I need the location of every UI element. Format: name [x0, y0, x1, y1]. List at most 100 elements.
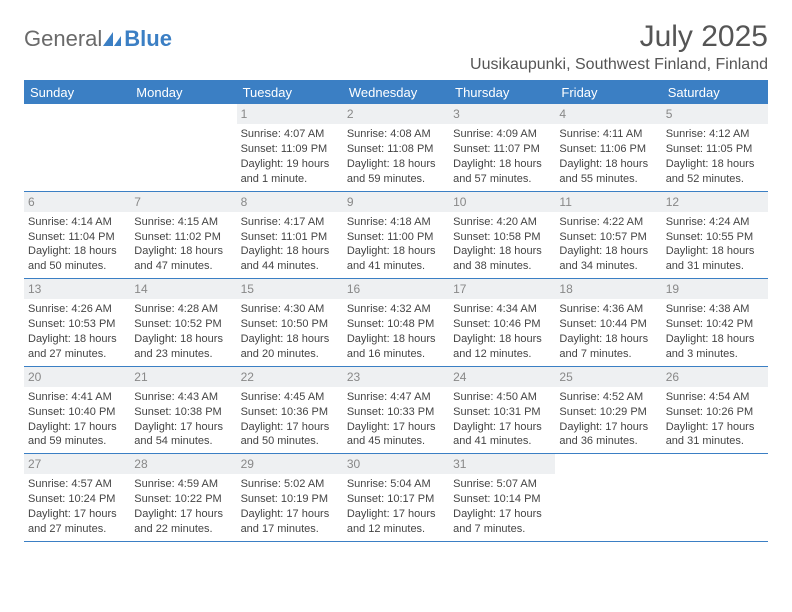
sunrise-text: Sunrise: 4:57 AM — [28, 477, 126, 492]
brand-blue: Blue — [124, 26, 172, 52]
sunrise-text: Sunrise: 4:17 AM — [241, 215, 339, 230]
sunrise-text: Sunrise: 4:54 AM — [666, 390, 764, 405]
sunrise-text: Sunrise: 4:59 AM — [134, 477, 232, 492]
day-body: Sunrise: 4:36 AMSunset: 10:44 PMDaylight… — [559, 302, 657, 361]
sunset-text: Sunset: 10:44 PM — [559, 317, 657, 332]
day-cell: 5 Sunrise: 4:12 AMSunset: 11:05 PMDayligh… — [662, 104, 768, 191]
week-row: 1 Sunrise: 4:07 AMSunset: 11:09 PMDayligh… — [24, 104, 768, 192]
daylight-text: Daylight: 17 hours — [347, 420, 445, 435]
day-cell: 25 Sunrise: 4:52 AMSunset: 10:29 PMDaylig… — [555, 367, 661, 454]
sunrise-text: Sunrise: 4:12 AM — [666, 127, 764, 142]
sunrise-text: Sunrise: 4:38 AM — [666, 302, 764, 317]
sunset-text: Sunset: 10:42 PM — [666, 317, 764, 332]
daylight-text: Daylight: 17 hours — [134, 507, 232, 522]
daylight-text: and 41 minutes. — [347, 259, 445, 274]
day-number: 1 — [237, 104, 343, 124]
sunrise-text: Sunrise: 4:22 AM — [559, 215, 657, 230]
day-cell: 21Sunrise: 4:43 AMSunset: 10:38 PMDaylig… — [130, 367, 236, 454]
day-cell: 7Sunrise: 4:15 AMSunset: 11:02 PMDayligh… — [130, 192, 236, 279]
day-body: Sunrise: 4:45 AMSunset: 10:36 PMDaylight… — [241, 390, 339, 449]
daylight-text: Daylight: 17 hours — [347, 507, 445, 522]
day-body: Sunrise: 4:41 AMSunset: 10:40 PMDaylight… — [28, 390, 126, 449]
location-subtitle: Uusikaupunki, Southwest Finland, Finland — [470, 56, 768, 74]
daylight-text: Daylight: 18 hours — [241, 244, 339, 259]
day-of-week-cell: Thursday — [449, 81, 555, 104]
sunrise-text: Sunrise: 4:52 AM — [559, 390, 657, 405]
daylight-text: Daylight: 18 hours — [453, 332, 551, 347]
daylight-text: and 34 minutes. — [559, 259, 657, 274]
day-cell: 30 Sunrise: 5:04 AMSunset: 10:17 PMDaylig… — [343, 454, 449, 541]
daylight-text: Daylight: 17 hours — [453, 420, 551, 435]
daylight-text: Daylight: 18 hours — [28, 244, 126, 259]
day-body: Sunrise: 4:18 AMSunset: 11:00 PMDaylight… — [347, 215, 445, 274]
day-number: 31 — [449, 454, 555, 474]
day-cell: 24Sunrise: 4:50 AMSunset: 10:31 PMDaylig… — [449, 367, 555, 454]
day-number: 4 — [555, 104, 661, 124]
day-cell: 19Sunrise: 4:38 AMSunset: 10:42 PMDaylig… — [662, 279, 768, 366]
day-number: 21 — [130, 367, 236, 387]
sunrise-text: Sunrise: 4:50 AM — [453, 390, 551, 405]
sunrise-text: Sunrise: 4:36 AM — [559, 302, 657, 317]
daylight-text: and 7 minutes. — [453, 522, 551, 537]
day-number: 16 — [343, 279, 449, 299]
day-cell — [662, 454, 768, 541]
day-body: Sunrise: 4:08 AMSunset: 11:08 PMDaylight… — [347, 127, 445, 186]
day-body: Sunrise: 4:07 AMSunset: 11:09 PMDaylight… — [241, 127, 339, 186]
day-body: Sunrise: 4:12 AMSunset: 11:05 PMDaylight… — [666, 127, 764, 186]
daylight-text: and 17 minutes. — [241, 522, 339, 537]
sunrise-text: Sunrise: 4:18 AM — [347, 215, 445, 230]
daylight-text: and 50 minutes. — [28, 259, 126, 274]
day-body: Sunrise: 4:59 AMSunset: 10:22 PMDaylight… — [134, 477, 232, 536]
day-body: Sunrise: 4:14 AMSunset: 11:04 PMDaylight… — [28, 215, 126, 274]
day-body: Sunrise: 4:52 AMSunset: 10:29 PMDaylight… — [559, 390, 657, 449]
day-number: 5 — [662, 104, 768, 124]
day-cell: 1 Sunrise: 4:07 AMSunset: 11:09 PMDayligh… — [237, 104, 343, 191]
day-number: 30 — [343, 454, 449, 474]
sunset-text: Sunset: 10:24 PM — [28, 492, 126, 507]
sunset-text: Sunset: 10:22 PM — [134, 492, 232, 507]
day-cell — [130, 104, 236, 191]
daylight-text: and 44 minutes. — [241, 259, 339, 274]
day-of-week-cell: Wednesday — [343, 81, 449, 104]
day-number: 29 — [237, 454, 343, 474]
day-number: 20 — [24, 367, 130, 387]
sunset-text: Sunset: 10:48 PM — [347, 317, 445, 332]
daylight-text: Daylight: 18 hours — [666, 332, 764, 347]
sunset-text: Sunset: 11:04 PM — [28, 230, 126, 245]
daylight-text: Daylight: 18 hours — [559, 332, 657, 347]
day-body: Sunrise: 4:38 AMSunset: 10:42 PMDaylight… — [666, 302, 764, 361]
daylight-text: and 23 minutes. — [134, 347, 232, 362]
day-cell: 23Sunrise: 4:47 AMSunset: 10:33 PMDaylig… — [343, 367, 449, 454]
daylight-text: and 22 minutes. — [134, 522, 232, 537]
sunset-text: Sunset: 10:50 PM — [241, 317, 339, 332]
sunset-text: Sunset: 11:01 PM — [241, 230, 339, 245]
day-number: 13 — [24, 279, 130, 299]
daylight-text: Daylight: 18 hours — [559, 244, 657, 259]
day-number: 23 — [343, 367, 449, 387]
daylight-text: Daylight: 17 hours — [666, 420, 764, 435]
day-body: Sunrise: 5:04 AMSunset: 10:17 PMDaylight… — [347, 477, 445, 536]
sunrise-text: Sunrise: 5:02 AM — [241, 477, 339, 492]
day-number: 25 — [555, 367, 661, 387]
sunrise-text: Sunrise: 4:32 AM — [347, 302, 445, 317]
daylight-text: Daylight: 18 hours — [134, 332, 232, 347]
sunset-text: Sunset: 10:36 PM — [241, 405, 339, 420]
day-cell: 28Sunrise: 4:59 AMSunset: 10:22 PMDaylig… — [130, 454, 236, 541]
day-cell: 31Sunrise: 5:07 AMSunset: 10:14 PMDaylig… — [449, 454, 555, 541]
day-cell: 22Sunrise: 4:45 AMSunset: 10:36 PMDaylig… — [237, 367, 343, 454]
sunrise-text: Sunrise: 4:34 AM — [453, 302, 551, 317]
day-number: 15 — [237, 279, 343, 299]
weeks-container: 1 Sunrise: 4:07 AMSunset: 11:09 PMDayligh… — [24, 104, 768, 542]
day-of-week-cell: Saturday — [662, 81, 768, 104]
daylight-text: Daylight: 17 hours — [134, 420, 232, 435]
day-body: Sunrise: 4:34 AMSunset: 10:46 PMDaylight… — [453, 302, 551, 361]
day-body: Sunrise: 4:57 AMSunset: 10:24 PMDaylight… — [28, 477, 126, 536]
daylight-text: and 12 minutes. — [453, 347, 551, 362]
sunrise-text: Sunrise: 4:24 AM — [666, 215, 764, 230]
page-header: General Blue July 2025 Uusikaupunki, Sou… — [24, 20, 768, 74]
brand-general: General — [24, 26, 102, 52]
daylight-text: and 59 minutes. — [347, 172, 445, 187]
sunset-text: Sunset: 11:09 PM — [241, 142, 339, 157]
day-cell: 20 Sunrise: 4:41 AMSunset: 10:40 PMDaylig… — [24, 367, 130, 454]
title-block: July 2025 Uusikaupunki, Southwest Finlan… — [470, 20, 768, 74]
